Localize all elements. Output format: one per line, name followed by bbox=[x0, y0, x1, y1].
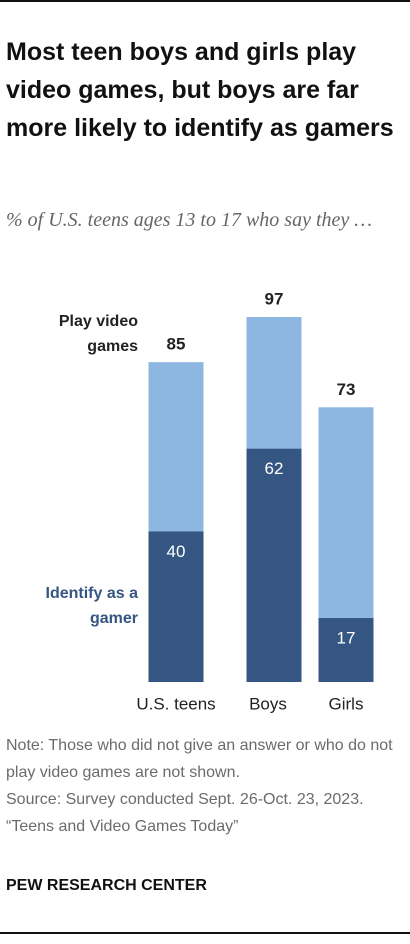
bar bbox=[246, 448, 302, 682]
value-label: 97 bbox=[265, 289, 284, 308]
value-label: 73 bbox=[337, 380, 356, 399]
value-label: 17 bbox=[337, 629, 356, 648]
value-label: 62 bbox=[265, 459, 284, 478]
value-label: 40 bbox=[167, 542, 186, 561]
chart: 85 97 73 40 62 17 U.S. teens Boys Girls bbox=[136, 289, 374, 713]
chart-title: Most teen boys and girls play video game… bbox=[6, 38, 394, 142]
note: Note: Those who did not give an answer o… bbox=[6, 737, 393, 781]
x-tick-label: Boys bbox=[249, 694, 287, 713]
bar bbox=[148, 531, 204, 682]
series-label: Play video games bbox=[58, 313, 138, 355]
top-rule bbox=[0, 0, 410, 2]
chart-subtitle: % of U.S. teens ages 13 to 17 who say th… bbox=[6, 209, 373, 231]
x-tick-label: U.S. teens bbox=[136, 694, 215, 713]
bar bbox=[318, 618, 374, 682]
bottom-rule bbox=[0, 932, 410, 934]
series-label: Identify as a gamer bbox=[45, 585, 138, 627]
x-tick-label: Girls bbox=[329, 694, 364, 713]
report-title: “Teens and Video Games Today” bbox=[6, 818, 239, 835]
value-label: 85 bbox=[167, 335, 186, 354]
source: Source: Survey conducted Sept. 26-Oct. 2… bbox=[6, 791, 364, 808]
notes: Note: Those who did not give an answer o… bbox=[6, 732, 406, 840]
footer: PEW RESEARCH CENTER bbox=[6, 877, 207, 894]
